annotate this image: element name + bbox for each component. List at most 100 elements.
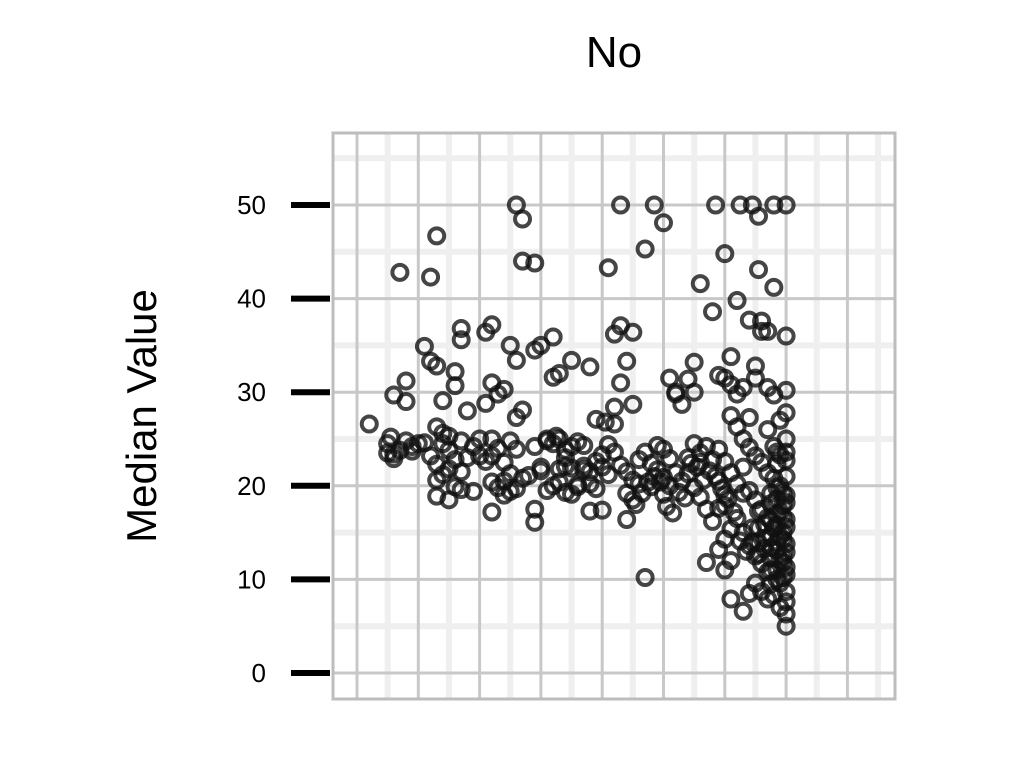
data-point [721, 347, 741, 367]
data-point [574, 436, 594, 456]
data-point [767, 442, 787, 462]
data-point [562, 436, 582, 456]
data-point [482, 315, 502, 335]
data-point [681, 453, 701, 473]
data-point [580, 357, 600, 377]
data-point [690, 274, 710, 294]
data-point [764, 195, 784, 215]
data-point [666, 384, 686, 404]
data-point [703, 302, 723, 322]
data-point [543, 327, 563, 347]
data-point [427, 356, 447, 376]
data-point [427, 226, 447, 246]
data-point [592, 457, 612, 477]
data-point [761, 560, 781, 580]
data-point [739, 583, 759, 603]
data-point [476, 393, 496, 413]
y-tick-label: 50 [237, 190, 266, 220]
data-point [776, 442, 796, 462]
data-point [598, 435, 618, 455]
data-point [451, 462, 471, 482]
data-point [586, 409, 606, 429]
data-point [470, 429, 490, 449]
data-point [706, 195, 726, 215]
data-point [764, 277, 784, 297]
data-point [696, 553, 716, 573]
data-point [745, 368, 765, 388]
data-point [623, 394, 643, 414]
data-point [721, 589, 741, 609]
data-point [433, 391, 453, 411]
data-point [488, 384, 508, 404]
data-point [396, 371, 416, 391]
data-point [543, 476, 563, 496]
data-point [482, 502, 502, 522]
data-point [752, 321, 772, 341]
data-point [396, 392, 416, 412]
data-point [749, 206, 769, 226]
data-point [617, 509, 637, 529]
data-point [494, 485, 514, 505]
data-point [586, 479, 606, 499]
data-point [445, 376, 465, 396]
data-point [773, 495, 793, 515]
data-point [451, 480, 471, 500]
data-point [647, 436, 667, 456]
data-point [644, 195, 664, 215]
data-point [513, 400, 533, 420]
data-point [733, 601, 753, 621]
data-point [525, 253, 545, 273]
data-point [531, 335, 551, 355]
data-point [402, 436, 422, 456]
data-point [598, 258, 618, 278]
data-point [635, 568, 655, 588]
data-point [745, 356, 765, 376]
data-point [635, 239, 655, 259]
y-tick-label: 30 [237, 377, 266, 407]
data-point [611, 195, 631, 215]
data-point [721, 551, 741, 571]
data-point [730, 531, 750, 551]
data-point [739, 310, 759, 330]
data-point [776, 403, 796, 423]
data-point [531, 457, 551, 477]
data-point [684, 352, 704, 372]
data-point [476, 451, 496, 471]
data-point [546, 426, 566, 446]
data-point [463, 481, 483, 501]
data-point [457, 401, 477, 421]
panel-title: No [586, 28, 642, 77]
data-point [384, 444, 404, 464]
data-point [669, 482, 689, 502]
data-point [767, 454, 787, 474]
y-axis-label: Median Value [118, 289, 165, 543]
data-point [657, 496, 677, 516]
y-tick-label: 20 [237, 471, 266, 501]
data-point [776, 195, 796, 215]
data-point [562, 350, 582, 370]
data-point [549, 363, 569, 383]
data-point [654, 213, 673, 233]
y-axis: 0 10 20 30 40 50 [237, 190, 330, 688]
data-point [623, 322, 643, 342]
data-point [555, 456, 575, 476]
data-point [776, 380, 796, 400]
data-point [592, 500, 612, 520]
data-point [727, 290, 747, 310]
data-point [715, 244, 735, 264]
data-point [506, 350, 526, 370]
y-tick-label: 10 [237, 564, 266, 594]
data-point [595, 412, 615, 432]
data-point [776, 616, 796, 636]
data-point [525, 512, 545, 532]
data-point [776, 604, 796, 624]
data-point [773, 546, 793, 566]
data-point [451, 330, 471, 350]
data-point [390, 262, 410, 282]
data-point [733, 378, 753, 398]
data-point [749, 260, 769, 280]
data-point [758, 321, 778, 341]
data-point [749, 501, 769, 521]
data-point [506, 439, 526, 459]
